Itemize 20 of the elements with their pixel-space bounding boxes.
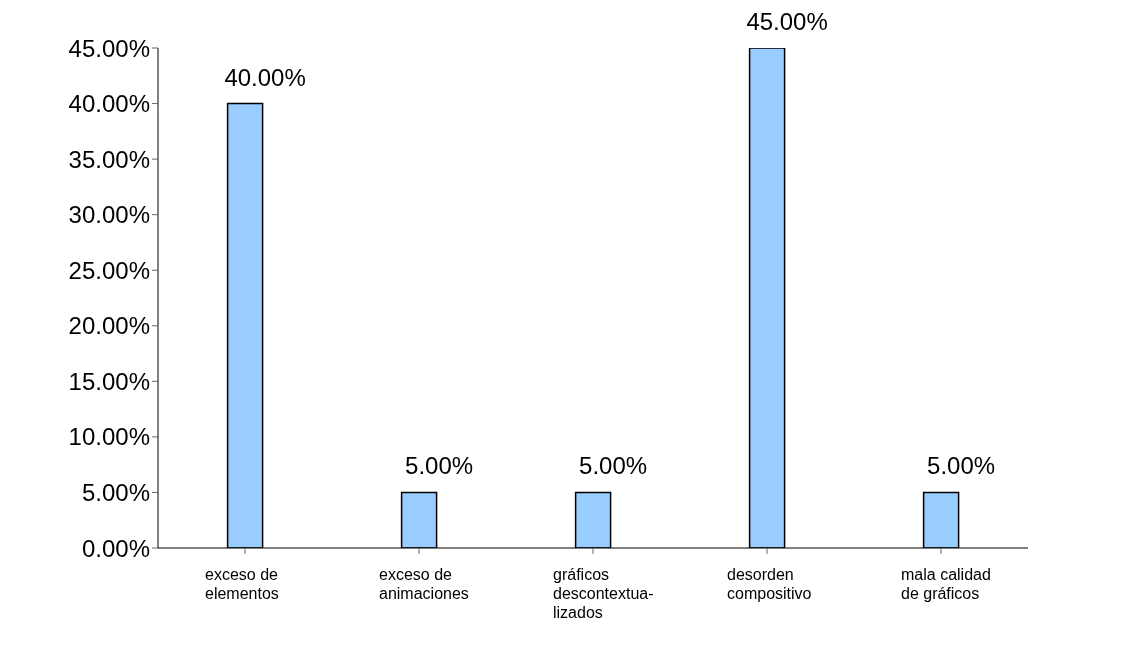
y-tick-label: 35.00% xyxy=(68,145,150,173)
y-tick-label: 40.00% xyxy=(68,90,150,118)
y-tick-label: 0.00% xyxy=(81,534,150,562)
y-tick-label: 15.00% xyxy=(68,367,150,395)
y-tick-label: 20.00% xyxy=(68,312,150,340)
data-label: 5.00% xyxy=(927,452,996,480)
data-label: 45.00% xyxy=(746,8,828,35)
x-tick-label: exceso de elementos xyxy=(205,566,279,602)
x-tick-label: gráficos descontextua-lizados xyxy=(553,566,654,621)
y-tick-label: 30.00% xyxy=(68,201,150,229)
data-label: 40.00% xyxy=(224,63,306,91)
x-tick-label: mala calidad de gráficos xyxy=(901,566,991,602)
y-tick-label: 10.00% xyxy=(68,423,150,451)
data-label: 5.00% xyxy=(579,452,648,480)
x-tick-label: exceso de animaciones xyxy=(379,566,469,602)
y-tick-label: 25.00% xyxy=(68,256,150,284)
x-tick-label: desorden compositivo xyxy=(727,566,812,602)
y-tick-label: 45.00% xyxy=(68,34,150,62)
y-tick-label: 5.00% xyxy=(81,478,150,506)
data-label: 5.00% xyxy=(405,452,474,480)
